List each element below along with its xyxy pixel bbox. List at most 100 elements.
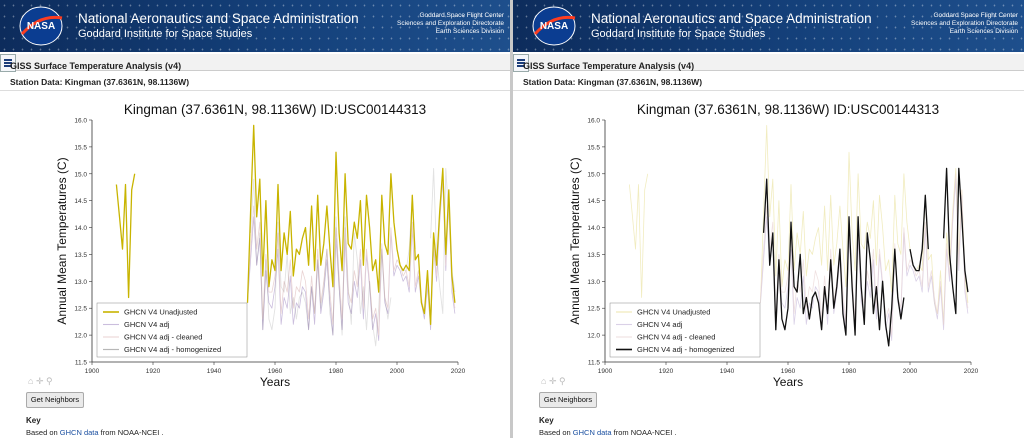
org-right-line-2[interactable]: Sciences and Exploration Directorate [911,20,1018,27]
x-tick-label: 1940 [207,368,222,375]
key-label: Key [539,416,554,425]
chart-axes: 11.5 12.0 12.5 13.0 13.5 14.0 14.5 15.0 15.5 16.0… [74,118,465,376]
menu-icon[interactable] [0,54,16,72]
pan-icon[interactable]: ✛ [35,376,44,386]
org-right-line-2[interactable]: Sciences and Exploration Directorate [397,20,504,27]
chart-nav-icons: ⌂ ✛ ⚲ [541,376,566,387]
chart-nav-icons: ⌂ ✛ ⚲ [28,376,53,387]
nasa-banner: NASA National Aeronautics and Space Admi… [513,0,1024,52]
chart-legend: GHCN V4 Unadjusted GHCN V4 adj GHCN V4 adj… [96,302,248,358]
nasa-logo-text: NASA [27,21,55,32]
temperature-chart: Kingman (37.6361N, 98.1136W) ID:USC00144… [568,102,979,386]
x-tick-label: 1960 [268,368,283,375]
zoom-icon[interactable]: ⚲ [46,376,53,386]
org-title[interactable]: National Aeronautics and Space Administr… [78,11,359,26]
series-line-0[interactable] [115,124,456,326]
get-neighbors-button[interactable]: Get Neighbors [26,392,84,408]
legend-box [609,302,761,358]
station-label: Station Data: Kingman (37.6361N, 98.1136… [523,77,703,87]
zoom-icon[interactable]: ⚲ [559,376,566,386]
plot-area [629,125,969,347]
section-title: GISS Surface Temperature Analysis (v4) [10,61,182,71]
x-tick-label: 2000 [390,368,405,375]
x-tick-label: 1900 [85,368,100,375]
org-subtitle[interactable]: Goddard Institute for Space Studies [591,28,766,40]
org-title[interactable]: National Aeronautics and Space Administr… [591,11,872,26]
legend-label-3: GHCN V4 adj - homogenized [637,345,734,354]
plot-area [115,124,456,347]
y-tick-label: 12.0 [74,333,87,340]
x-tick-label: 1980 [842,368,857,375]
y-tick-label: 12.5 [587,306,600,313]
nasa-logo-icon[interactable]: NASA [529,4,579,48]
y-tick-label: 16.0 [74,118,87,125]
home-icon[interactable]: ⌂ [541,376,547,386]
series-line-0[interactable] [629,125,969,325]
header-divider [513,90,1024,91]
header-divider [0,90,510,91]
y-axis-label: Annual Mean Temperatures (C) [55,157,69,324]
menu-icon[interactable] [513,54,529,72]
ghcn-data-link[interactable]: GHCN data [572,428,612,437]
source-note: Based on GHCN data from NOAA-NCEI . [26,428,164,437]
legend-label-3: GHCN V4 adj - homogenized [124,345,221,354]
y-axis-label: Annual Mean Temperatures (C) [568,157,582,324]
org-right-line-3[interactable]: Earth Sciences Division [949,28,1018,35]
series-line-2[interactable] [760,173,969,336]
org-subtitle[interactable]: Goddard Institute for Space Studies [78,28,253,40]
legend-box [96,302,248,358]
banner-starfield [0,0,510,52]
legend-label-1: GHCN V4 adj [124,320,170,329]
source-note: Based on GHCN data from NOAA-NCEI . [539,428,677,437]
ghcn-data-link[interactable]: GHCN data [59,428,99,437]
x-axis-label: Years [260,375,290,386]
chart-legend: GHCN V4 Unadjusted GHCN V4 adj GHCN V4 adj… [609,302,761,358]
org-right-block: Goddard Space Flight Center Sciences and… [397,12,504,36]
org-right-line-3[interactable]: Earth Sciences Division [435,28,504,35]
chart-title: Kingman (37.6361N, 98.1136W) ID:USC00144… [637,102,939,117]
note-prefix: Based on [26,428,60,437]
home-icon[interactable]: ⌂ [28,376,34,386]
nasa-banner: NASA National Aeronautics and Space Admi… [0,0,510,52]
x-tick-label: 1920 [146,368,161,375]
y-tick-label: 13.0 [587,279,600,286]
x-tick-label: 1900 [598,368,613,375]
left-pane: NASA National Aeronautics and Space Admi… [0,0,510,438]
legend-label-0: GHCN V4 Unadjusted [124,308,197,317]
org-right-line-1[interactable]: Goddard Space Flight Center [419,12,504,19]
nasa-logo-icon[interactable]: NASA [16,4,66,48]
y-tick-label: 15.5 [74,144,87,151]
x-tick-label: 2000 [903,368,918,375]
get-neighbors-button[interactable]: Get Neighbors [539,392,597,408]
legend-label-2: GHCN V4 adj - cleaned [637,333,715,342]
section-header-bar [529,54,1024,71]
y-tick-label: 13.5 [74,252,87,259]
y-tick-label: 14.5 [587,198,600,205]
temperature-chart: Kingman (37.6361N, 98.1136W) ID:USC00144… [55,102,466,386]
y-tick-label: 13.0 [74,279,87,286]
y-tick-label: 15.0 [74,171,87,178]
y-tick-label: 11.5 [75,360,88,367]
x-tick-label: 2020 [451,368,466,375]
x-tick-label: 2020 [964,368,979,375]
chart-title: Kingman (37.6361N, 98.1136W) ID:USC00144… [124,102,426,117]
y-tick-label: 12.5 [74,306,87,313]
y-tick-label: 14.0 [587,225,600,232]
nasa-logo-text: NASA [540,21,568,32]
org-right-block: Goddard Space Flight Center Sciences and… [911,12,1018,36]
note-suffix: from NOAA-NCEI . [98,428,164,437]
y-tick-label: 11.5 [588,360,601,367]
pane-divider [510,0,513,438]
y-tick-label: 12.0 [587,333,600,340]
note-prefix: Based on [539,428,573,437]
series-line-3[interactable] [762,167,969,347]
pan-icon[interactable]: ✛ [548,376,557,386]
note-suffix: from NOAA-NCEI . [611,428,677,437]
y-tick-label: 14.5 [74,198,87,205]
y-tick-label: 13.5 [587,252,600,259]
org-right-line-1[interactable]: Goddard Space Flight Center [933,12,1018,19]
x-tick-label: 1960 [781,368,796,375]
x-tick-label: 1920 [659,368,674,375]
station-label: Station Data: Kingman (37.6361N, 98.1136… [10,77,190,87]
legend-label-2: GHCN V4 adj - cleaned [124,333,202,342]
